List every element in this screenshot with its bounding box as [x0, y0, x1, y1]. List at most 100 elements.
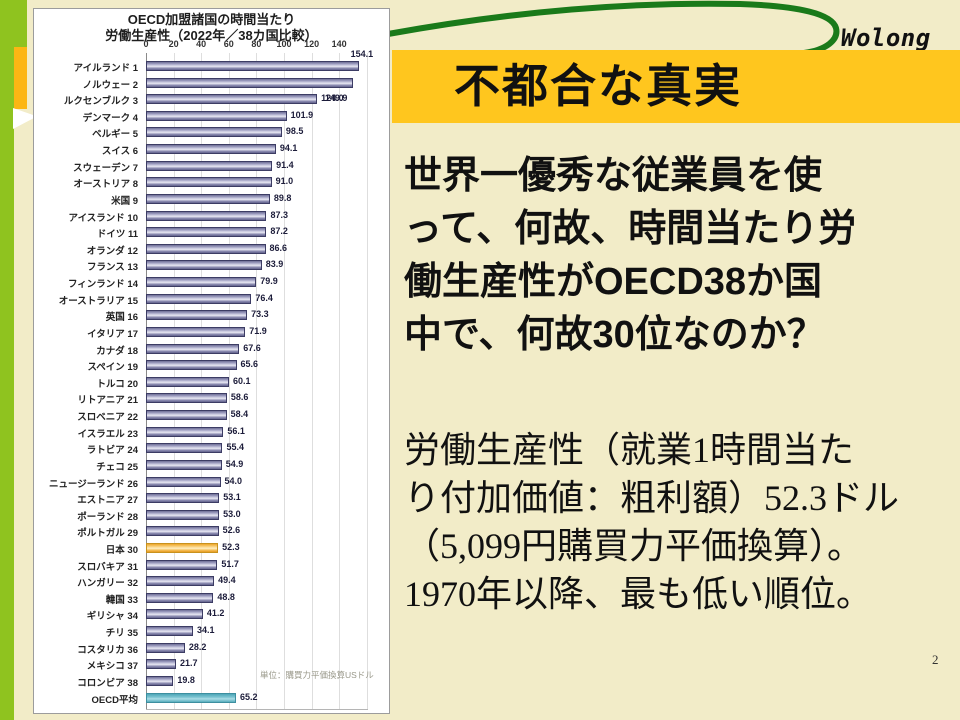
value-label: 58.6 — [230, 392, 249, 403]
country-label: スイス 6 — [101, 146, 138, 158]
slide-title: 不都合な真実 — [454, 60, 742, 112]
country-label: オーストリア 8 — [73, 179, 138, 191]
bar — [146, 343, 240, 354]
country-label: 米国 9 — [111, 195, 138, 207]
country-label: トルコ 20 — [96, 378, 138, 390]
bar — [146, 675, 174, 686]
value-label: 34.1 — [197, 625, 215, 636]
value-label: 52.3 — [222, 541, 240, 552]
paragraph-question-line: 中で、何故30位なのか？ — [404, 314, 825, 356]
bar — [146, 476, 221, 487]
country-label: フィンランド 14 — [67, 279, 138, 291]
bar — [146, 526, 219, 537]
left-green-stripe — [0, 0, 14, 720]
paragraph-detail-line: 労働生産性（就業1時間当た — [404, 430, 855, 470]
value-label: 73.3 — [251, 309, 269, 320]
value-label: 86.6 — [269, 242, 288, 253]
chart-unit-note: 単位：購買力平価換算USドル — [260, 670, 374, 680]
value-label: 60.1 — [232, 375, 251, 386]
country-label: ノルウェー 2 — [82, 79, 138, 91]
country-label: イタリア 17 — [87, 328, 138, 340]
gridline — [366, 53, 368, 709]
value-label: 56.1 — [227, 425, 245, 436]
bar — [146, 659, 176, 670]
value-label: 83.9 — [265, 259, 284, 270]
value-label: 87.3 — [270, 209, 288, 220]
value-label: 53.0 — [223, 508, 241, 519]
country-label: コロンビア 38 — [77, 677, 138, 689]
bar — [146, 459, 222, 470]
paragraph-question-line: って、何故、時間当たり労 — [404, 208, 857, 250]
bar — [146, 443, 223, 454]
value-label: 55.4 — [226, 442, 244, 453]
bar — [146, 61, 359, 71]
bar — [146, 193, 270, 204]
bar — [146, 559, 218, 570]
value-label: 28.2 — [188, 641, 207, 652]
paragraph-detail: 労働生産性（就業1時間当た り付加価値：粗利額）52.3ドル （5,099円購買… — [404, 426, 960, 618]
slide-title-bar: 不都合な真実 — [392, 50, 960, 123]
x-tick-label: 140 — [331, 39, 347, 49]
bar — [146, 310, 248, 321]
page-number: 2 — [932, 652, 939, 667]
value-label: 54.9 — [225, 458, 244, 469]
value-label: 149.9 — [324, 92, 348, 103]
bar — [146, 94, 318, 105]
bar — [146, 642, 185, 653]
value-label: 71.9 — [249, 325, 267, 336]
country-label: カナダ 18 — [96, 345, 138, 357]
gridline — [284, 53, 285, 709]
bar — [146, 160, 273, 171]
value-label: 49.4 — [218, 575, 236, 586]
value-label: 65.6 — [240, 359, 259, 370]
x-axis-baseline — [146, 709, 368, 710]
country-label: スウェーデン 7 — [73, 162, 138, 174]
country-label: ドイツ 11 — [96, 229, 138, 241]
value-label: 52.6 — [222, 525, 241, 536]
value-label: 87.2 — [270, 226, 288, 237]
country-label: フランス 13 — [86, 262, 138, 274]
x-tick-label: 60 — [223, 39, 234, 49]
bar — [146, 243, 266, 254]
paragraph-detail-line: り付加価値：粗利額）52.3ドル — [404, 478, 900, 518]
gridline — [311, 53, 313, 709]
bar — [146, 692, 236, 703]
bar — [146, 77, 353, 88]
paragraph-question-line: 世界一優秀な従業員を使 — [404, 155, 823, 197]
bar — [146, 426, 224, 437]
value-label: 53.1 — [223, 492, 241, 503]
bar — [146, 110, 287, 121]
gridline — [228, 53, 230, 709]
chart-plot: 0 20 40 60 80 100 120 140 アイルランド 1 154.1 ノルウェー 2 14… — [34, 9, 389, 713]
value-label: 76.4 — [255, 292, 273, 303]
paragraph-detail-line: 1970年以降、最も低い順位。 — [404, 574, 873, 614]
x-tick-label: 20 — [168, 39, 179, 49]
bar — [146, 293, 252, 304]
value-label: 89.8 — [273, 192, 292, 203]
chart-title-line1: OECD加盟諸国の時間当たり — [127, 12, 296, 27]
x-tick-label: 0 — [143, 39, 149, 49]
bar — [146, 493, 220, 504]
country-label: スロベニア 22 — [77, 412, 138, 424]
bar — [146, 393, 227, 404]
country-label: ハンガリー 32 — [77, 578, 138, 590]
country-label: リトアニア 21 — [77, 395, 138, 407]
gridline — [339, 53, 341, 709]
bar — [146, 227, 267, 238]
country-label: エストニア 27 — [77, 495, 138, 507]
x-tick-label: 120 — [304, 39, 320, 49]
country-label: ポーランド 28 — [77, 511, 138, 523]
country-label: ベルギー 5 — [92, 129, 138, 141]
country-label: コスタリカ 36 — [77, 644, 138, 656]
chart-title-line2: 労働生産性（2022年／38カ国比較） — [105, 28, 318, 43]
country-label: スロバキア 31 — [77, 561, 138, 573]
country-label: オーストラリア 15 — [58, 295, 138, 307]
paragraph-detail-line: （5,099円購買力平価換算）。 — [404, 526, 864, 566]
bar — [146, 609, 203, 620]
value-label: 51.7 — [221, 558, 239, 569]
bar — [146, 326, 246, 337]
swoosh-curve-icon — [385, 0, 840, 56]
country-label: メキシコ 37 — [86, 661, 138, 673]
left-gold-block — [14, 47, 27, 109]
bar — [146, 277, 257, 288]
